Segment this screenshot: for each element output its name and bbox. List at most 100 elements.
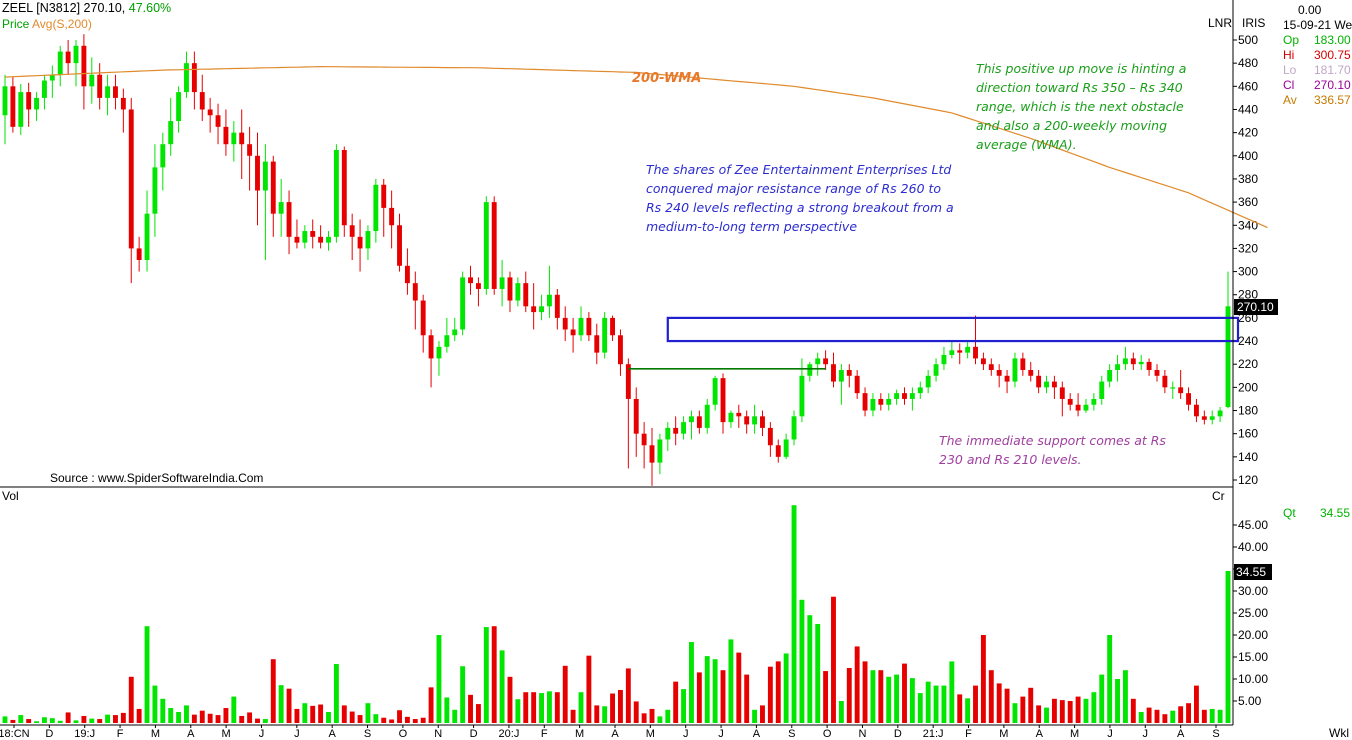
candle-body <box>965 346 971 353</box>
volume-tick-label: 15.00 <box>1238 650 1268 664</box>
candle-body <box>1012 358 1018 382</box>
candle <box>460 271 466 336</box>
volume-bar <box>1075 696 1081 723</box>
volume-bar <box>49 718 55 723</box>
candle <box>854 370 860 399</box>
volume-bar <box>255 718 260 723</box>
candle-body <box>491 202 497 289</box>
note-line: The shares of Zee Entertainment Enterpri… <box>646 162 952 177</box>
volume-bar <box>1012 703 1018 723</box>
volume-bar <box>397 710 402 723</box>
candle <box>657 433 663 475</box>
volume-bar <box>673 681 679 723</box>
volume-bar <box>1138 712 1144 723</box>
candle-body <box>1036 375 1042 388</box>
candle <box>507 271 513 313</box>
candle <box>81 34 87 110</box>
volume-bar <box>957 694 963 723</box>
volume-bar <box>949 661 955 723</box>
info-date: 15-09-21 We <box>1283 18 1352 32</box>
volume-tick-label: 25.00 <box>1238 606 1268 620</box>
candle-body <box>641 433 647 446</box>
x-tick-label: J <box>683 728 689 740</box>
info-row-label: Op <box>1283 33 1300 47</box>
candle <box>602 312 608 359</box>
volume-bar <box>1099 674 1105 723</box>
candle-body <box>657 439 663 463</box>
note-line: This positive up move is hinting a <box>976 61 1187 76</box>
candle-body <box>26 92 32 110</box>
candle <box>973 315 978 365</box>
volume-bar <box>278 685 284 723</box>
candle <box>341 146 347 237</box>
candle <box>191 51 197 110</box>
volume-bar <box>554 692 560 723</box>
candle <box>546 265 552 318</box>
candle <box>113 74 118 110</box>
x-tick-label: M <box>151 728 160 740</box>
volume-bar <box>925 681 931 723</box>
iris-label: IRIS <box>1242 16 1266 30</box>
note-line: conquered major resistance range of Rs 2… <box>646 181 942 196</box>
candle <box>1154 364 1160 382</box>
candle-body <box>404 265 410 284</box>
info-row-value: 270.10 <box>1314 78 1351 92</box>
volume-bar <box>941 685 947 723</box>
candle <box>1004 370 1010 394</box>
symbol-label: ZEEL [N3812] <box>2 1 81 15</box>
volume-bar <box>381 717 387 723</box>
candle <box>728 410 734 428</box>
candle <box>278 178 284 237</box>
candle-body <box>1067 398 1073 405</box>
volume-bar <box>846 668 852 723</box>
candle <box>633 387 639 457</box>
candle-body <box>649 445 655 463</box>
volume-bar <box>973 685 978 723</box>
info-row-label: Lo <box>1283 63 1297 77</box>
candle <box>554 288 560 330</box>
candle-body <box>633 398 639 434</box>
volume-bar <box>1091 692 1097 723</box>
candle <box>1138 354 1144 370</box>
candle <box>302 225 308 249</box>
volume-bar <box>310 705 316 723</box>
volume-bar <box>144 626 150 723</box>
candle <box>144 190 150 272</box>
price-y-axis: 5004804604404204003803603403203002802602… <box>1233 33 1258 487</box>
volume-bar <box>736 652 742 723</box>
candle <box>665 422 671 452</box>
volume-bar <box>507 676 513 723</box>
candle <box>807 361 813 382</box>
candle <box>357 219 363 272</box>
candle <box>1091 393 1097 411</box>
candle-body <box>1130 358 1136 365</box>
volume-bar <box>562 665 568 723</box>
candle <box>846 364 852 388</box>
candle <box>286 190 292 255</box>
candle-body <box>373 184 379 232</box>
x-tick-label: A <box>611 728 619 740</box>
candle <box>452 317 458 342</box>
volume-bar <box>610 693 616 723</box>
info-top-value: 0.00 <box>1298 3 1322 17</box>
candle <box>420 294 426 353</box>
candle-body <box>980 358 986 365</box>
candle-body <box>933 364 939 376</box>
candle-body <box>49 74 55 81</box>
price-tick-label: 480 <box>1238 56 1258 70</box>
candle-body <box>673 427 679 434</box>
price-tick-label: 280 <box>1238 288 1258 302</box>
candle-body <box>294 236 300 243</box>
candle-body <box>262 161 268 191</box>
candle <box>389 190 395 249</box>
volume-bar <box>665 709 671 723</box>
candle <box>760 410 765 436</box>
x-tick-label: J <box>718 728 724 740</box>
candle <box>1217 407 1223 423</box>
candle <box>349 213 355 260</box>
candle <box>878 393 884 411</box>
volume-bar <box>105 714 111 723</box>
candle-body <box>483 202 489 289</box>
x-tick-label: S <box>1212 728 1219 740</box>
x-tick-label: A <box>753 728 761 740</box>
